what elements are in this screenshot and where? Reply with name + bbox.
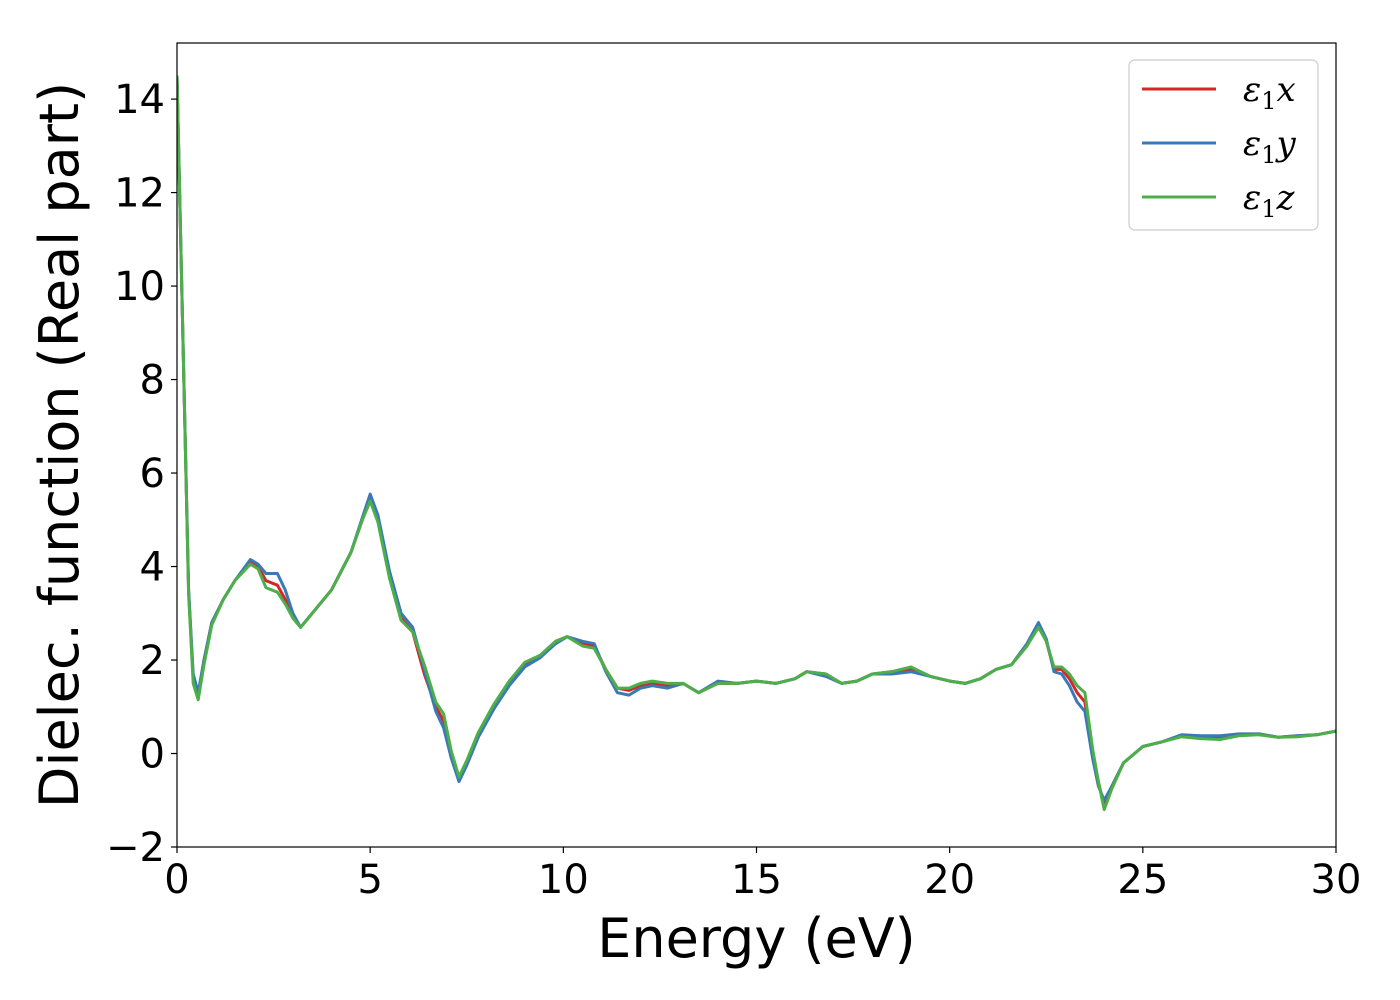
- x-tick-label: 15: [731, 857, 782, 903]
- legend: ε1x ε1y ε1z: [1128, 59, 1319, 231]
- y-tick-label: 8: [140, 358, 165, 404]
- x-tick-label: 20: [924, 857, 975, 903]
- legend-label-z: ε1z: [1243, 178, 1296, 223]
- y-tick-label: 0: [140, 732, 165, 778]
- series-line-z: [177, 75, 1336, 812]
- x-tick-label: 0: [164, 857, 189, 903]
- x-tick-label: 5: [357, 857, 382, 903]
- y-axis-title: Dielec. function (Real part): [28, 82, 91, 808]
- y-tick-label: 6: [140, 451, 165, 497]
- y-tick-label: 10: [114, 264, 165, 310]
- y-tick-label: −2: [106, 825, 165, 871]
- y-tick-label: 4: [140, 545, 165, 591]
- x-tick-label: 30: [1311, 857, 1362, 903]
- y-tick-label: 2: [140, 638, 165, 684]
- y-tick-label: 12: [114, 171, 165, 217]
- legend-label-y: ε1y: [1243, 124, 1297, 169]
- x-axis-title: Energy (eV): [597, 907, 916, 970]
- legend-box: [1128, 59, 1319, 231]
- x-tick-label: 10: [538, 857, 589, 903]
- y-tick-label: 14: [114, 77, 165, 123]
- legend-label-x: ε1x: [1243, 70, 1296, 115]
- x-tick-label: 25: [1117, 857, 1168, 903]
